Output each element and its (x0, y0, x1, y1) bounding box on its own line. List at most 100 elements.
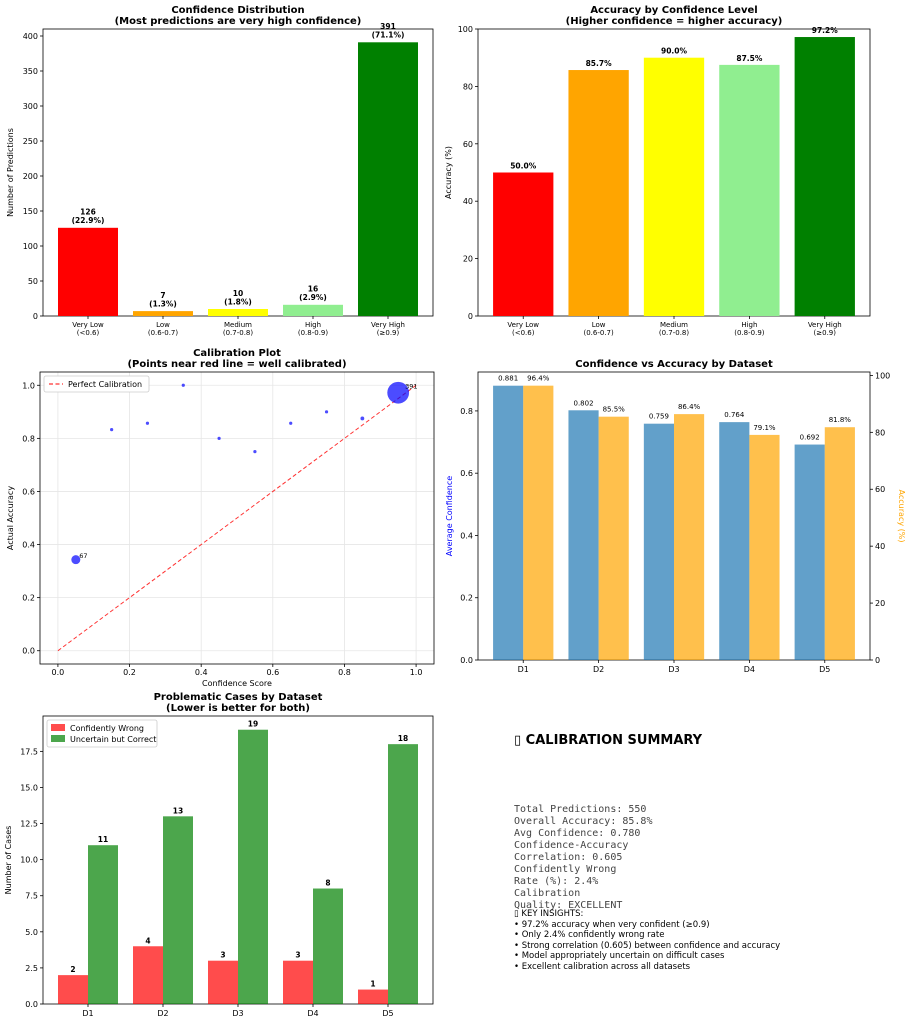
chart-title: Problematic Cases by Dataset (154, 692, 323, 703)
summary-insights: ▯ KEY INSIGHTS: • 97.2% accuracy when ve… (514, 909, 781, 972)
y-axis-label: Actual Accuracy (6, 486, 15, 550)
y-tick-label: 15.0 (20, 783, 38, 792)
calibration-point-3 (181, 383, 185, 387)
bar-value-label: 90.0% (661, 47, 688, 56)
x-tick-label: D5 (819, 665, 830, 674)
summary-stats: Total Predictions: 550 Overall Accuracy:… (514, 804, 653, 911)
bar-0-2 (208, 309, 268, 316)
x-tick-label: High (0.8-0.9) (298, 321, 329, 337)
x-tick-label: Medium (0.7-0.8) (223, 321, 254, 337)
confidently-wrong-bar-2 (208, 960, 238, 1004)
y-tick-label: 0.2 (460, 594, 473, 603)
confidence-bar-2 (643, 423, 674, 660)
bar-value-label: 96.4% (527, 375, 550, 383)
bar-value-label: 8 (325, 879, 330, 888)
bar-0-0 (58, 227, 118, 316)
y-tick-label: 100 (23, 242, 38, 251)
y-tick-label: 0 (468, 312, 473, 321)
x-tick-label: Low (0.6-0.7) (583, 321, 614, 337)
x-tick-label: D2 (593, 665, 604, 674)
y-tick-label: 0.0 (460, 656, 473, 665)
bar-value-label: 3 (295, 951, 300, 960)
uncertain-correct-bar-2 (238, 729, 268, 1004)
perfect-calibration-line (57, 384, 417, 652)
x-tick-label: 0.4 (195, 668, 208, 677)
x-tick-label: D4 (744, 665, 755, 674)
y-tick-label: 1.0 (22, 381, 35, 390)
chart-subtitle: (Most predictions are very high confiden… (115, 16, 362, 27)
accuracy-bar-3 (749, 434, 780, 660)
y-right-tick-label: 80 (875, 428, 885, 437)
x-tick-label: 0.6 (266, 668, 279, 677)
bar-value-label: 81.8% (829, 416, 852, 424)
plot-frame-2 (39, 371, 435, 665)
calibration-point-1 (110, 428, 114, 432)
y-tick-label: 300 (23, 102, 38, 111)
y-tick-label: 150 (23, 207, 38, 216)
y-tick-label: 0.2 (22, 594, 35, 603)
bar-0-1 (133, 311, 193, 316)
y-axis-label: Accuracy (%) (444, 146, 453, 199)
x-tick-label: Very Low (<0.6) (507, 321, 539, 337)
x-tick-label: Very Low (<0.6) (72, 321, 104, 337)
bar-value-label: 0.759 (649, 413, 669, 421)
y-tick-label: 400 (23, 32, 38, 41)
bar-1-2 (643, 57, 705, 316)
y-right-axis-label: Accuracy (%) (897, 490, 906, 543)
legend-label: Perfect Calibration (68, 380, 142, 389)
y-tick-label: 250 (23, 137, 38, 146)
y-tick-label: 0.8 (22, 434, 35, 443)
bar-0-4 (358, 42, 418, 317)
uncertain-correct-bar-1 (163, 816, 193, 1004)
bar-value-label: 1 (370, 980, 375, 989)
y-tick-label: 0.4 (460, 531, 473, 540)
bar-value-label: 0.764 (724, 411, 745, 419)
confidently-wrong-bar-0 (58, 975, 88, 1004)
confidently-wrong-bar-3 (283, 960, 313, 1004)
x-tick-label: D1 (518, 665, 529, 674)
y-tick-label: 80 (463, 82, 473, 91)
x-tick-label: D3 (232, 1009, 243, 1018)
accuracy-bar-2 (674, 414, 705, 660)
accuracy-bar-4 (824, 427, 855, 660)
bar-value-label: 126 (22.9%) (72, 208, 105, 226)
y-tick-label: 0.6 (460, 469, 473, 478)
confidently-wrong-bar-1 (133, 946, 163, 1004)
y-right-tick-label: 20 (875, 599, 885, 608)
calibration-point-0 (71, 555, 81, 565)
chart-subtitle: (Higher confidence = higher accuracy) (566, 16, 783, 27)
uncertain-correct-bar-3 (313, 888, 343, 1004)
x-tick-label: 1.0 (410, 668, 423, 677)
y-axis-label: Number of Cases (4, 826, 13, 895)
legend-box (46, 719, 158, 748)
bar-value-label: 0.881 (498, 375, 518, 383)
bar-value-label: 50.0% (510, 162, 537, 171)
y-tick-label: 5.0 (25, 928, 38, 937)
x-tick-label: D1 (82, 1009, 93, 1018)
x-tick-label: D5 (382, 1009, 393, 1018)
y-right-tick-label: 60 (875, 485, 885, 494)
point-count-label: 391 (405, 382, 417, 390)
chart-title: Accuracy by Confidence Level (590, 5, 757, 16)
calibration-point-2 (145, 421, 150, 425)
legend-swatch-wrong (51, 724, 65, 731)
x-tick-label: D2 (157, 1009, 168, 1018)
y-tick-label: 20 (463, 255, 473, 264)
summary-title: ▯ CALIBRATION SUMMARY (514, 733, 703, 748)
calibration-summary: ▯ CALIBRATION SUMMARY Total Predictions:… (514, 733, 894, 972)
y-tick-label: 0.4 (22, 541, 35, 550)
bar-value-label: 87.5% (736, 54, 763, 63)
legend-swatch-correct (51, 735, 65, 742)
bar-value-label: 16 (2.9%) (299, 285, 327, 303)
bar-value-label: 0.692 (800, 434, 820, 442)
confidence-bar-0 (493, 385, 524, 660)
accuracy-bar-1 (598, 416, 629, 660)
legend-label: Confidently Wrong (70, 724, 144, 733)
bar-value-label: 0.802 (574, 399, 594, 407)
confidence-bar-3 (719, 422, 750, 660)
y-tick-label: 350 (23, 67, 38, 76)
calibration-point-4 (217, 436, 221, 440)
y-tick-label: 60 (463, 140, 473, 149)
y-tick-label: 0.6 (22, 487, 35, 496)
x-tick-label: 0.0 (52, 668, 65, 677)
